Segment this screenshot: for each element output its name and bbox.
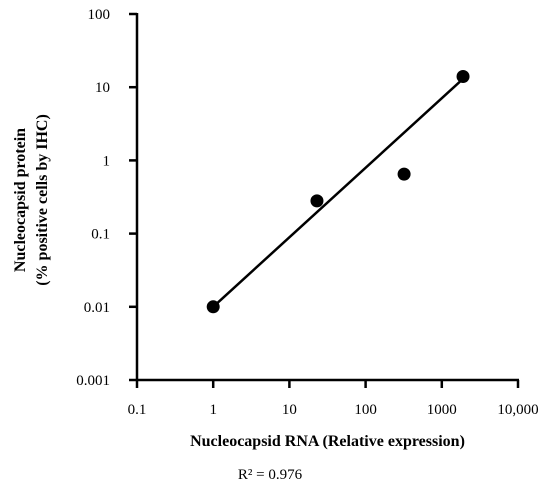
chart-axes bbox=[135, 13, 519, 382]
data-point bbox=[456, 70, 470, 84]
r-squared-annotation: R² = 0.976 bbox=[238, 467, 303, 483]
data-points bbox=[206, 70, 470, 314]
data-point bbox=[206, 300, 220, 314]
data-point bbox=[310, 194, 324, 208]
y-tick-label: 0.01 bbox=[84, 300, 110, 316]
y-tick-label: 1 bbox=[103, 153, 111, 169]
y-tick-label: 100 bbox=[88, 7, 111, 23]
y-axis-title-line1: Nucleocapsid protein bbox=[12, 128, 29, 272]
y-tick-label: 0.001 bbox=[76, 373, 110, 389]
y-axis-ticks: 0.001 0.01 0.1 1 10 100 bbox=[76, 7, 137, 389]
x-tick-label: 1000 bbox=[427, 402, 457, 418]
y-tick-label: 10 bbox=[95, 80, 110, 96]
x-tick-label: 0.1 bbox=[128, 402, 147, 418]
x-axis-ticks: 0.1 1 10 100 1000 10,000 bbox=[128, 380, 539, 418]
x-tick-label: 100 bbox=[354, 402, 377, 418]
regression-fit bbox=[212, 77, 464, 308]
data-point bbox=[397, 167, 411, 181]
y-axis-title-line2: (% positive cells by IHC) bbox=[34, 114, 51, 286]
fit-line bbox=[212, 77, 464, 308]
x-axis-title: Nucleocapsid RNA (Relative expression) bbox=[190, 433, 465, 450]
x-tick-label: 10,000 bbox=[497, 402, 538, 418]
y-axis-title: Nucleocapsid protein (% positive cells b… bbox=[12, 114, 51, 286]
x-tick-label: 10 bbox=[282, 402, 297, 418]
x-tick-label: 1 bbox=[209, 402, 217, 418]
y-tick-label: 0.1 bbox=[91, 227, 110, 243]
